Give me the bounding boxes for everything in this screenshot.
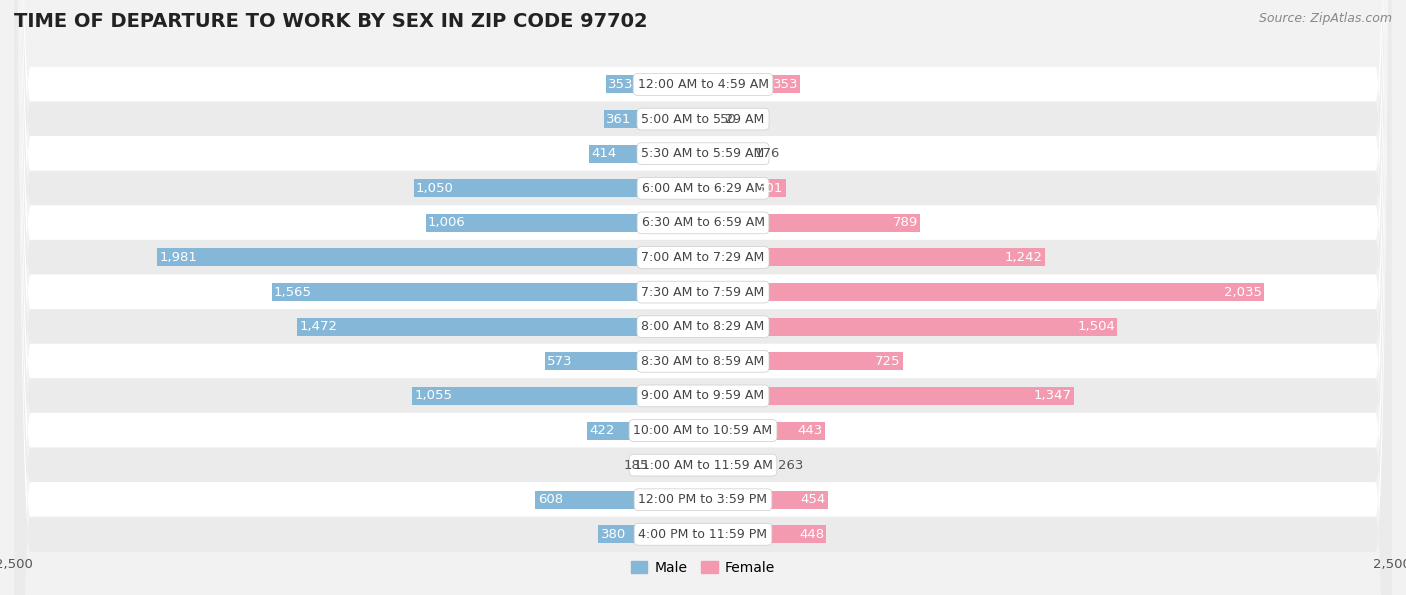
Text: 414: 414 — [591, 147, 616, 160]
FancyBboxPatch shape — [14, 0, 1392, 595]
Bar — [536, 491, 703, 509]
FancyBboxPatch shape — [14, 0, 1392, 595]
Text: 1,504: 1,504 — [1077, 320, 1115, 333]
FancyBboxPatch shape — [14, 0, 1392, 595]
Bar — [606, 76, 703, 93]
Text: 789: 789 — [893, 217, 918, 230]
Text: 454: 454 — [800, 493, 825, 506]
Bar — [589, 145, 703, 162]
Text: TIME OF DEPARTURE TO WORK BY SEX IN ZIP CODE 97702: TIME OF DEPARTURE TO WORK BY SEX IN ZIP … — [14, 12, 648, 31]
Bar — [703, 76, 800, 93]
Bar — [586, 421, 703, 440]
FancyBboxPatch shape — [14, 0, 1392, 595]
Bar — [412, 387, 703, 405]
Text: 185: 185 — [624, 459, 650, 472]
Text: 5:30 AM to 5:59 AM: 5:30 AM to 5:59 AM — [641, 147, 765, 160]
Text: 725: 725 — [875, 355, 901, 368]
Bar — [703, 110, 717, 128]
Bar — [546, 352, 703, 370]
FancyBboxPatch shape — [14, 0, 1392, 595]
Text: 422: 422 — [589, 424, 614, 437]
Bar — [703, 421, 825, 440]
Bar — [652, 456, 703, 474]
Text: 448: 448 — [799, 528, 824, 541]
Text: 6:30 AM to 6:59 AM: 6:30 AM to 6:59 AM — [641, 217, 765, 230]
Text: 1,981: 1,981 — [159, 251, 197, 264]
Text: 11:00 AM to 11:59 AM: 11:00 AM to 11:59 AM — [634, 459, 772, 472]
Bar — [703, 145, 751, 162]
Text: 8:00 AM to 8:29 AM: 8:00 AM to 8:29 AM — [641, 320, 765, 333]
FancyBboxPatch shape — [14, 0, 1392, 595]
Bar — [271, 283, 703, 301]
FancyBboxPatch shape — [14, 0, 1392, 595]
FancyBboxPatch shape — [14, 0, 1392, 595]
Bar — [297, 318, 703, 336]
Text: 176: 176 — [754, 147, 780, 160]
Text: 12:00 AM to 4:59 AM: 12:00 AM to 4:59 AM — [637, 78, 769, 91]
Bar — [703, 214, 921, 232]
Bar — [157, 249, 703, 267]
FancyBboxPatch shape — [14, 0, 1392, 595]
Bar — [413, 179, 703, 198]
Text: Source: ZipAtlas.com: Source: ZipAtlas.com — [1258, 12, 1392, 25]
Text: 443: 443 — [797, 424, 823, 437]
Text: 5:00 AM to 5:29 AM: 5:00 AM to 5:29 AM — [641, 112, 765, 126]
Text: 1,347: 1,347 — [1033, 389, 1071, 402]
Text: 1,565: 1,565 — [274, 286, 312, 299]
Bar — [426, 214, 703, 232]
Text: 608: 608 — [537, 493, 562, 506]
FancyBboxPatch shape — [14, 0, 1392, 595]
Text: 353: 353 — [607, 78, 634, 91]
FancyBboxPatch shape — [14, 0, 1392, 595]
Text: 8:30 AM to 8:59 AM: 8:30 AM to 8:59 AM — [641, 355, 765, 368]
Bar — [703, 491, 828, 509]
Text: 4:00 PM to 11:59 PM: 4:00 PM to 11:59 PM — [638, 528, 768, 541]
Bar — [703, 456, 776, 474]
Text: 361: 361 — [606, 112, 631, 126]
Text: 6:00 AM to 6:29 AM: 6:00 AM to 6:29 AM — [641, 182, 765, 195]
Text: 1,050: 1,050 — [416, 182, 454, 195]
Text: 380: 380 — [600, 528, 626, 541]
Legend: Male, Female: Male, Female — [626, 556, 780, 581]
Text: 1,472: 1,472 — [299, 320, 337, 333]
Text: 50: 50 — [720, 112, 737, 126]
Text: 1,006: 1,006 — [427, 217, 465, 230]
Text: 12:00 PM to 3:59 PM: 12:00 PM to 3:59 PM — [638, 493, 768, 506]
Text: 2,035: 2,035 — [1223, 286, 1261, 299]
Text: 263: 263 — [779, 459, 804, 472]
Text: 9:00 AM to 9:59 AM: 9:00 AM to 9:59 AM — [641, 389, 765, 402]
Text: 7:00 AM to 7:29 AM: 7:00 AM to 7:29 AM — [641, 251, 765, 264]
Bar — [703, 249, 1045, 267]
FancyBboxPatch shape — [14, 0, 1392, 595]
Bar — [703, 525, 827, 543]
Text: 10:00 AM to 10:59 AM: 10:00 AM to 10:59 AM — [634, 424, 772, 437]
Bar — [703, 318, 1118, 336]
Bar — [603, 110, 703, 128]
Bar — [703, 352, 903, 370]
FancyBboxPatch shape — [14, 0, 1392, 595]
Text: 1,242: 1,242 — [1005, 251, 1043, 264]
Text: 353: 353 — [772, 78, 799, 91]
Bar — [599, 525, 703, 543]
Bar — [703, 283, 1264, 301]
Text: 573: 573 — [547, 355, 572, 368]
Bar — [703, 387, 1074, 405]
FancyBboxPatch shape — [14, 0, 1392, 595]
Bar — [703, 179, 786, 198]
Text: 7:30 AM to 7:59 AM: 7:30 AM to 7:59 AM — [641, 286, 765, 299]
Text: 301: 301 — [758, 182, 783, 195]
Text: 1,055: 1,055 — [415, 389, 453, 402]
